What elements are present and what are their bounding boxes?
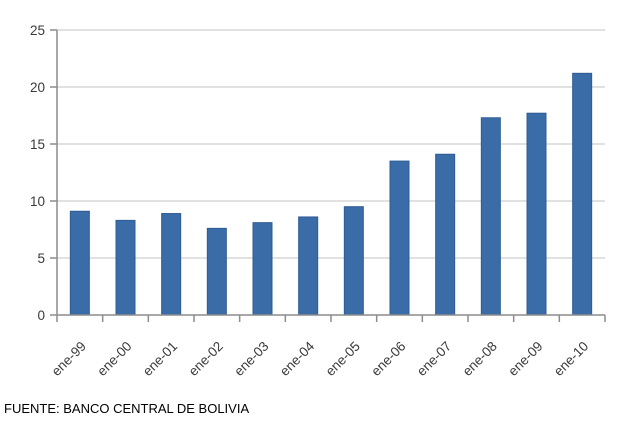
bar-ene-02 <box>206 227 227 316</box>
bar-ene-06 <box>389 160 410 316</box>
bar-ene-04 <box>298 216 319 316</box>
x-tick-label-ene-01: ene-01 <box>140 339 180 379</box>
bar-ene-10 <box>572 72 593 316</box>
y-tick-label: 5 <box>37 251 45 266</box>
x-tick-label-ene-99: ene-99 <box>49 339 89 379</box>
y-tick-label: 10 <box>30 194 45 209</box>
x-tick-label-ene-10: ene-10 <box>551 339 591 379</box>
x-tick-label-ene-04: ene-04 <box>277 338 318 379</box>
x-tick-label-ene-05: ene-05 <box>323 339 363 379</box>
y-tick-label: 25 <box>30 23 45 38</box>
x-tick-label-ene-09: ene-09 <box>505 339 545 379</box>
bar-ene-01 <box>161 213 182 316</box>
bar-ene-05 <box>343 206 364 316</box>
bar-ene-08 <box>480 117 501 316</box>
bar-ene-09 <box>526 112 547 316</box>
source-note: FUENTE: BANCO CENTRAL DE BOLIVIA <box>4 401 250 416</box>
y-tick-label: 0 <box>37 308 45 323</box>
bar-ene-07 <box>435 153 456 316</box>
y-tick-label: 20 <box>30 80 45 95</box>
x-tick-label-ene-03: ene-03 <box>231 339 271 379</box>
x-tick-label-ene-08: ene-08 <box>460 339 500 379</box>
bar-ene-99 <box>69 210 90 316</box>
bar-ene-03 <box>252 222 273 316</box>
x-tick-label-ene-06: ene-06 <box>368 339 408 379</box>
x-tick-label-ene-00: ene-00 <box>94 339 134 379</box>
x-tick-label-ene-02: ene-02 <box>186 339 226 379</box>
bar-ene-00 <box>115 219 136 316</box>
x-tick-label-ene-07: ene-07 <box>414 339 454 379</box>
chart-svg: 0 5 10 15 20 25 ene-99 ene-00 ene-01 ene-02 ene-03… <box>30 23 606 379</box>
y-tick-label: 15 <box>30 137 45 152</box>
